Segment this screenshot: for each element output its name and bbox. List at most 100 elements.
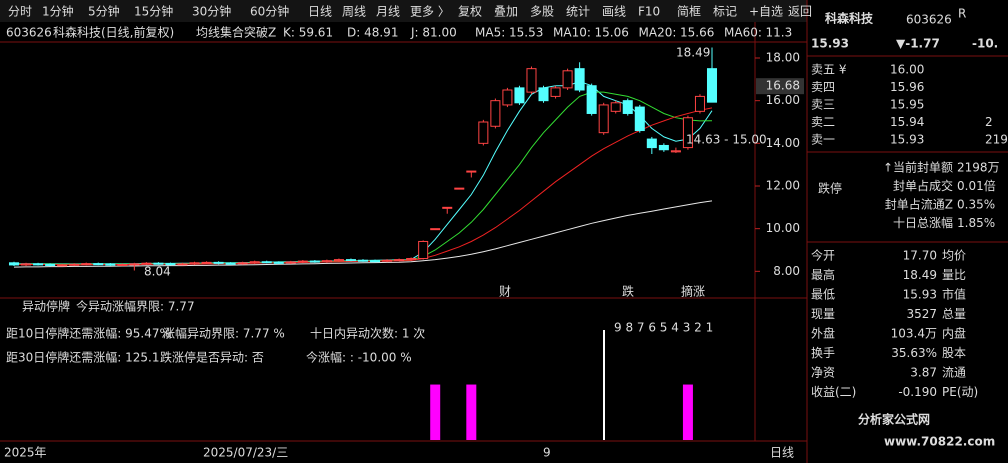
seal-state: 跌停 [818,181,842,196]
y-tick-label: 16.00 [766,93,800,107]
seal-label: 十日总涨幅 [893,215,953,230]
candle-body [333,259,344,262]
quote-flag: R [958,7,966,21]
indicator-text: 跌涨停是否异动: 否 [160,350,264,365]
indicator-name: 均线集合突破Z [196,25,276,40]
stat-label: 股本 [942,346,966,360]
candle-body [586,85,597,114]
period-tab[interactable]: 30分钟 [192,4,231,19]
tool-button[interactable]: 返回 [788,5,812,19]
legend-value: 11.3 [766,26,793,40]
signal-bar [466,384,477,440]
book-price: 15.94 [890,115,924,129]
quote-name: 科森科技 [825,11,874,26]
y-tick-label: 18.00 [766,51,800,65]
candle-body [598,104,609,134]
period-tab[interactable]: 15分钟 [134,4,173,19]
status-text: 2025年 [4,446,47,460]
indicator-value: D: 48.91 [347,26,398,40]
indicator-text: 涨幅异动界限: 7.77 % [163,326,285,341]
candle-body [33,263,44,266]
candle-body [490,100,501,127]
candle-body [213,261,224,264]
seal-label: ↑当前封单额 [883,160,953,175]
ma-line [13,200,713,268]
period-tab[interactable]: 更多 〉 [410,5,450,19]
status-text: 2025/07/23/三 [203,446,288,460]
seal-value: 1.85% [957,216,995,230]
candle-body [93,263,104,266]
candle-body [309,260,320,263]
tool-button[interactable]: 统计 [566,5,590,19]
candle-body [538,87,549,102]
candle-body [321,260,332,263]
period-tab[interactable]: 周线 [342,5,366,19]
candle-body [8,262,20,266]
quote-price: 15.93 [811,37,849,51]
tool-button[interactable]: 简框 [677,5,701,19]
tool-button[interactable]: 画线 [602,5,626,19]
annotation: 18.49 [676,46,710,60]
indicator-value: J: 81.00 [410,26,457,40]
stat-value: 3527 [906,307,937,321]
stat-label: 内盘 [942,326,966,341]
indicator-text: 今涨幅: : -10.00 % [306,350,412,365]
candle-body [189,262,200,265]
candle-body [297,260,308,263]
book-price: 15.93 [890,133,924,147]
period-tab[interactable]: 月线 [376,5,400,19]
quote-code: 603626 [906,13,952,27]
toolbar-bg [0,0,807,22]
tool-button[interactable]: 叠加 [494,5,518,19]
period-tab[interactable]: 分时 [8,5,32,19]
candle-body [45,264,56,267]
period-tab[interactable]: 日线 [308,5,332,19]
tool-button[interactable]: +自选 [749,5,783,19]
signal-bar [430,384,441,440]
candle-body [117,264,128,267]
tool-button[interactable]: 标记 [713,5,737,19]
candle-body [478,121,489,144]
current-price-label: 16.68 [766,79,800,93]
candle-body [382,259,393,262]
stat-value: 35.63% [891,346,937,360]
stat-label: 外盘 [811,326,835,341]
indicator-text: 十日内异动次数: 1 次 [310,326,425,341]
legend-value: 15.06 [595,26,629,40]
legend-name: MA5: [475,26,505,40]
tool-button[interactable]: 复权 [458,5,482,19]
candle-body [153,262,164,265]
period-tab[interactable]: 60分钟 [250,4,289,19]
event-marker: 摘涨 [681,284,705,299]
stat-value: 15.93 [903,288,937,302]
stat-label: 净资 [811,366,835,380]
seal-value: 0.01倍 [957,178,996,193]
stock-name: 科森科技(日线,前复权) [53,25,174,40]
candle-body [466,170,477,173]
stat-label: 均价 [942,249,966,263]
stat-label: 现量 [811,307,835,321]
period-tab[interactable]: 1分钟 [42,4,74,19]
candle-body [706,68,718,103]
candle-body [406,258,417,261]
candle-body [81,263,92,266]
tool-button[interactable]: F10 [638,5,660,19]
signal-bar [682,384,693,440]
tool-button[interactable]: 多股 [530,5,554,19]
candle-body [177,263,188,266]
candle-body [430,228,441,231]
candle-body [345,259,356,262]
stat-label: 流通 [942,366,966,380]
candle-body [57,264,68,267]
event-marker: 财 [499,285,511,299]
stat-label: 最高 [811,267,835,282]
candle-body [502,89,513,106]
stat-label: 换手 [811,346,835,360]
candle-body [225,262,236,265]
current-price-box [756,78,804,95]
seal-label: 封单占成交 [893,178,953,193]
period-tab[interactable]: 5分钟 [88,4,120,19]
